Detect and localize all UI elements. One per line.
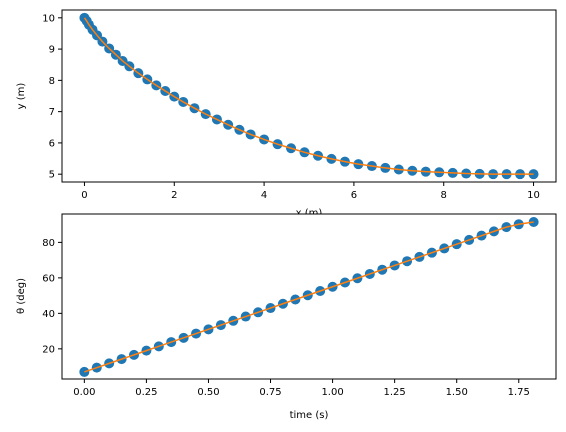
y-tick-label: 80 <box>42 238 55 249</box>
y-tick-label: 7 <box>49 107 55 118</box>
bottom-plot-data <box>79 216 539 377</box>
x-tick-label: 10 <box>527 190 540 201</box>
y-tick-label: 40 <box>42 309 55 320</box>
y-tick-label: 60 <box>42 273 55 284</box>
x-tick-label: 0 <box>81 190 87 201</box>
x-tick-label: 6 <box>351 190 357 201</box>
y-tick-label: 20 <box>42 344 55 355</box>
x-tick-label: 1.00 <box>321 387 343 398</box>
top-plot-ticks: 0 2 4 6 8 10 5 6 7 8 9 10 <box>42 13 540 201</box>
top-plot-ylabel: y (m) <box>16 83 27 110</box>
x-tick-label: 1.50 <box>446 387 468 398</box>
x-tick-label: 0.00 <box>73 387 95 398</box>
bottom-plot: 0.00 0.25 0.50 0.75 1.00 1.25 1.50 1.75 20 40 60 80… <box>16 213 557 421</box>
fit-line <box>83 17 534 175</box>
top-plot-data <box>79 12 539 180</box>
x-tick-label: 0.50 <box>197 387 219 398</box>
x-tick-label: 0.25 <box>135 387 157 398</box>
x-tick-label: 1.25 <box>384 387 406 398</box>
x-tick-label: 2 <box>171 190 177 201</box>
y-tick-label: 6 <box>49 138 55 149</box>
top-plot-frame <box>61 9 557 183</box>
x-tick-label: 0.75 <box>259 387 281 398</box>
bottom-plot-ticks: 0.00 0.25 0.50 0.75 1.00 1.25 1.50 1.75 20 40 60 80 <box>42 238 530 398</box>
y-tick-label: 5 <box>49 170 55 181</box>
y-tick-label: 10 <box>42 13 55 24</box>
x-tick-label: 1.75 <box>508 387 530 398</box>
bottom-plot-ylabel: θ (deg) <box>16 278 27 314</box>
y-tick-label: 8 <box>49 76 55 87</box>
bottom-plot-xlabel: time (s) <box>290 410 329 421</box>
x-tick-label: 8 <box>441 190 447 201</box>
x-tick-label: 4 <box>261 190 267 201</box>
y-tick-label: 9 <box>49 45 55 56</box>
fit-line <box>84 221 534 373</box>
